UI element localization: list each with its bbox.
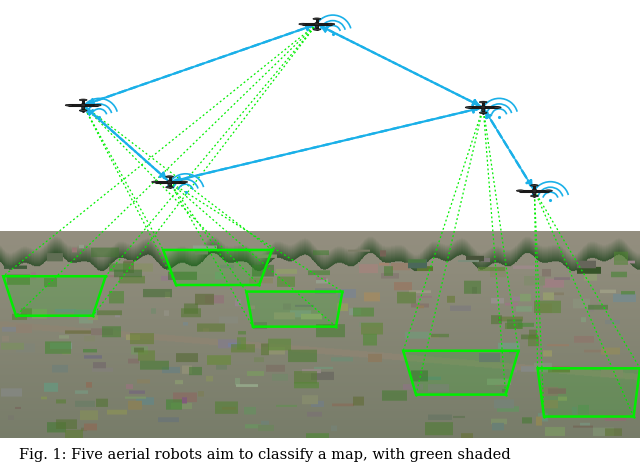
Ellipse shape [81,103,86,107]
Polygon shape [163,250,272,285]
Text: Fig. 1: Five aerial robots aim to classify a map, with green shaded: Fig. 1: Five aerial robots aim to classi… [19,448,511,463]
Circle shape [315,26,319,28]
Ellipse shape [180,181,188,183]
Ellipse shape [313,28,321,30]
Ellipse shape [65,104,73,106]
Ellipse shape [465,107,473,108]
Circle shape [168,183,172,186]
Ellipse shape [299,23,307,25]
Ellipse shape [313,18,321,20]
Circle shape [81,107,85,109]
Ellipse shape [327,23,335,25]
Ellipse shape [166,176,173,178]
Ellipse shape [481,106,486,109]
Ellipse shape [545,190,552,191]
Circle shape [532,192,536,195]
Ellipse shape [531,184,538,186]
Ellipse shape [493,107,501,108]
Polygon shape [246,292,342,327]
Polygon shape [403,351,518,394]
Ellipse shape [79,99,87,101]
Ellipse shape [479,101,487,103]
Ellipse shape [531,195,538,197]
Ellipse shape [532,189,537,192]
Ellipse shape [479,112,487,114]
Ellipse shape [516,190,524,191]
Ellipse shape [79,109,87,111]
Circle shape [481,109,485,111]
Ellipse shape [152,181,159,183]
Ellipse shape [166,186,173,188]
Polygon shape [3,276,106,316]
Polygon shape [538,368,640,417]
Ellipse shape [93,104,101,106]
Ellipse shape [314,22,319,26]
Ellipse shape [167,180,172,183]
